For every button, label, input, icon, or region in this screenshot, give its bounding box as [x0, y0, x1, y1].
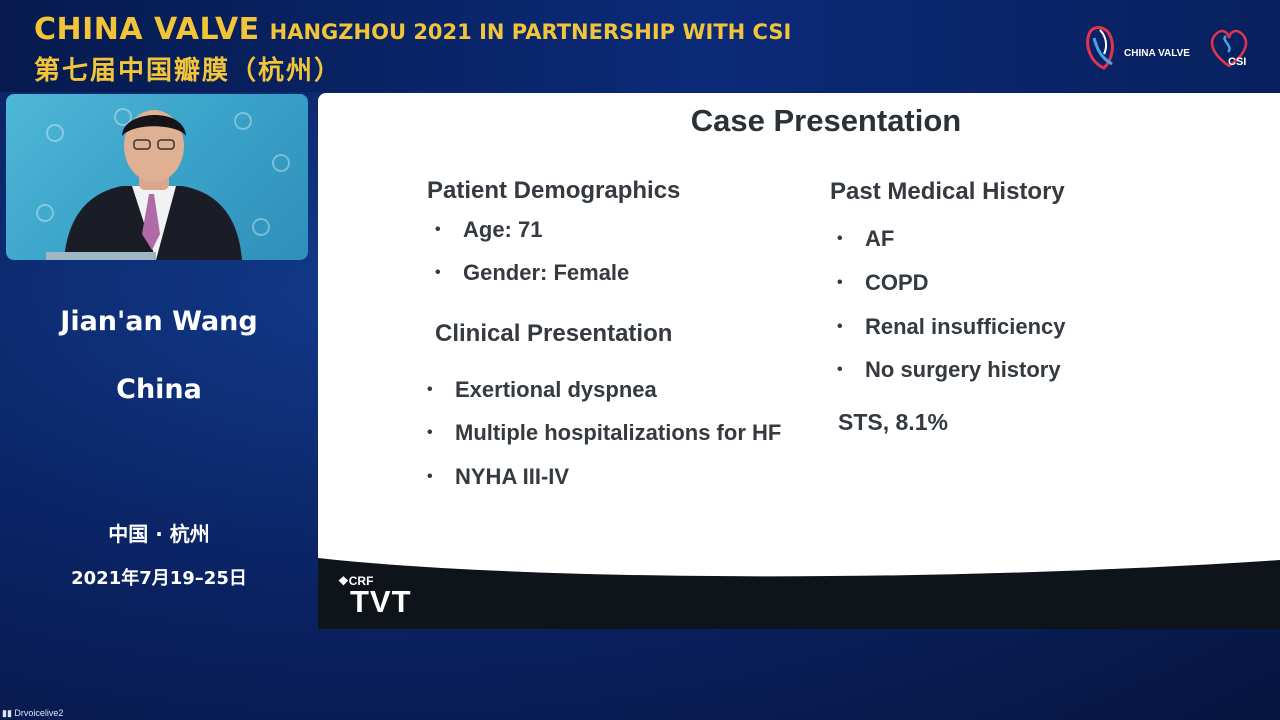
clinical-heading: Clinical Presentation: [435, 320, 673, 347]
china-valve-logo-icon: [1086, 26, 1114, 70]
clinical-item: • Multiple hospitalizations for HF: [427, 420, 782, 445]
conference-title-rest: HANGZHOU 2021 IN PARTNERSHIP WITH CSI: [269, 20, 792, 44]
signal-icon: ▮▮: [2, 708, 15, 718]
speaker-name: Jian'an Wang: [60, 306, 258, 337]
clinical-item: • Exertional dyspnea: [427, 377, 657, 402]
history-item: • AF: [837, 226, 895, 251]
demographics-item: • Age: 71: [435, 217, 543, 242]
stream-tag: ▮▮ Drvoicelive2: [2, 708, 64, 718]
csi-logo-icon: [1210, 29, 1248, 68]
header-banner: CHINA VALVE HANGZHOU 2021 IN PARTNERSHIP …: [0, 0, 1280, 92]
csi-logo-text: CSI: [1228, 56, 1247, 68]
conference-title: CHINA VALVE HANGZHOU 2021 IN PARTNERSHIP …: [34, 12, 791, 48]
sts-score: STS, 8.1%: [838, 409, 948, 435]
history-item: • COPD: [837, 270, 929, 295]
history-item: • Renal insufficiency: [837, 314, 1066, 339]
slide-title: Case Presentation: [690, 103, 962, 138]
history-heading: Past Medical History: [830, 178, 1065, 205]
history-item: • No surgery history: [837, 357, 1061, 382]
speaker-video: [6, 94, 308, 260]
event-dates: 2021年7月19–25日: [71, 568, 247, 589]
demographics-item: • Gender: Female: [435, 260, 630, 285]
conference-title-main: CHINA VALVE: [34, 12, 260, 47]
presentation-slide: Case Presentation Patient Demographics •…: [318, 93, 1280, 629]
slide-footer-band: [318, 558, 1280, 629]
china-valve-logo-text: CHINA VALVE: [1124, 48, 1190, 59]
event-city: 中国 · 杭州: [108, 522, 210, 546]
conference-title-chinese: 第七届中国瓣膜（杭州）: [34, 56, 343, 86]
tvt-logo: TVT: [350, 584, 412, 619]
speaker-person-icon: [46, 110, 242, 260]
clinical-item: • NYHA III-IV: [427, 464, 570, 489]
speaker-country: China: [116, 374, 202, 405]
crf-logo: ❖CRF: [338, 574, 374, 588]
demographics-heading: Patient Demographics: [427, 177, 681, 204]
